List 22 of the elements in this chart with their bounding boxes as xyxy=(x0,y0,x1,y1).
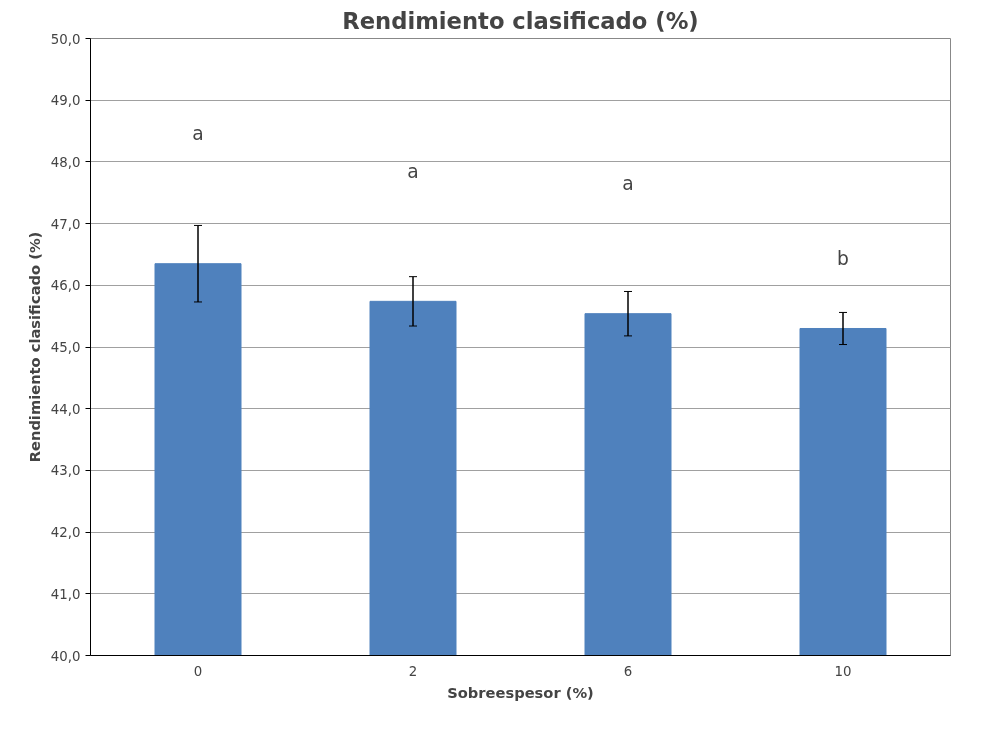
y-tick-label: 45,0 xyxy=(50,340,81,355)
y-tick-label: 40,0 xyxy=(50,648,81,664)
y-tick-label: 44,0 xyxy=(50,401,81,417)
y-tick-label: 41,0 xyxy=(50,586,81,602)
y-tick-label: 46,0 xyxy=(50,278,81,294)
annotation: b xyxy=(837,247,849,269)
x-tick-label: 10 xyxy=(834,663,852,679)
x-axis-title: Sobreespesor (%) xyxy=(447,683,594,701)
y-axis-title: Rendimiento clasificado (%) xyxy=(25,231,43,463)
y-tick-label: 47,0 xyxy=(50,216,81,232)
annotation: a xyxy=(192,123,204,145)
y-tick-label: 43,0 xyxy=(50,463,81,479)
annotation: a xyxy=(622,173,634,195)
x-tick-label: 2 xyxy=(408,663,418,679)
y-tick-label: 49,0 xyxy=(50,93,81,109)
annotation: a xyxy=(407,160,419,182)
y-tick-label: 50,0 xyxy=(50,31,81,47)
x-tick-label: 0 xyxy=(193,663,203,679)
chart-title: Rendimiento clasificado (%) xyxy=(342,7,699,34)
y-tick-label: 48,0 xyxy=(50,154,81,170)
x-tick-label: 6 xyxy=(623,663,633,679)
y-tick-label: 42,0 xyxy=(50,525,81,541)
